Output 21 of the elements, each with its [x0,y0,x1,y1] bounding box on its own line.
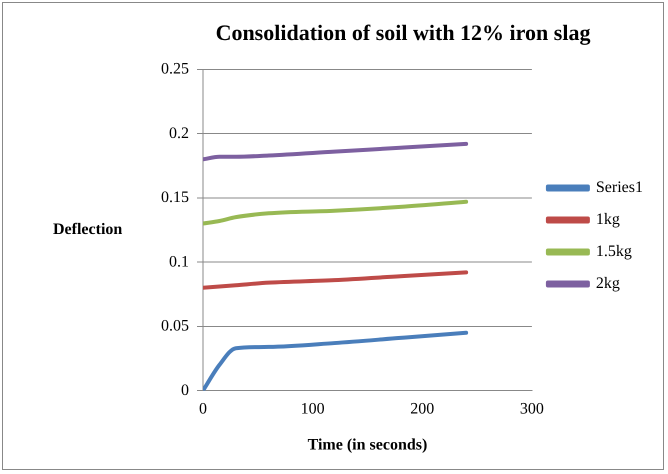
x-tick-label: 0 [199,400,207,418]
legend-label: 2kg [596,275,620,292]
y-tick-label: 0.05 [161,318,189,335]
line-series [203,200,468,226]
chart-title: Consolidation of soil with 12% iron slag [216,20,590,45]
x-axis-title: Time (in seconds) [308,436,428,454]
x-tick-label: 300 [520,400,544,418]
line-series [203,270,468,290]
y-tick-label: 0.15 [161,189,189,206]
line-series [203,330,468,391]
x-tick-label: 100 [300,400,325,418]
legend-label: Series1 [596,179,644,196]
y-tick-label: 0.2 [169,124,189,142]
y-tick-label: 0 [181,382,189,399]
legend-label: 1.5kg [596,243,632,260]
y-tick-label: 0.1 [169,253,189,270]
line-series [203,142,468,162]
y-tick-label: 0.25 [161,60,189,78]
legend-label: 1kg [596,211,620,228]
y-axis-title: Deflection [53,221,122,238]
x-tick-label: 200 [410,400,434,418]
